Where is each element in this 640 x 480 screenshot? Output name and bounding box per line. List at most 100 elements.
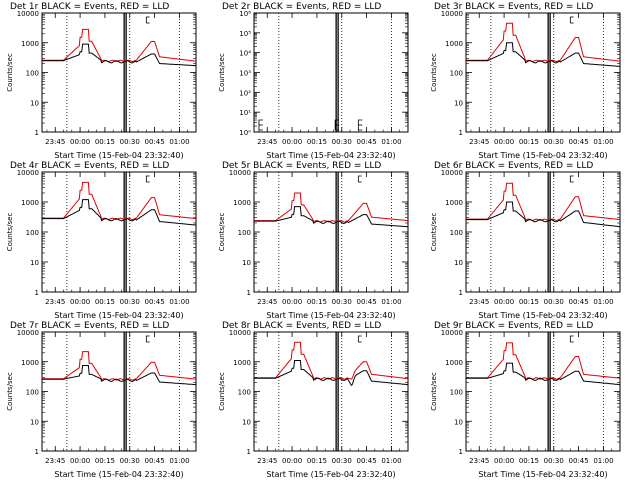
y-tick-label: 100 xyxy=(450,229,463,237)
y-tick-label: 100 xyxy=(238,229,251,237)
series-events-line xyxy=(466,42,620,67)
y-axis-label: Counts/sec xyxy=(6,372,14,411)
x-tick-label: 00:45 xyxy=(145,457,165,465)
y-tick-label: 10000 xyxy=(17,10,39,18)
x-tick-label: 01:00 xyxy=(381,298,401,306)
x-tick-label: 00:30 xyxy=(544,298,564,306)
y-tick-label: 10⁵ xyxy=(239,30,251,38)
chart-title: Det 7r BLACK = Events, RED = LLD xyxy=(10,321,169,331)
y-tick-label: 1 xyxy=(247,448,251,456)
y-tick-label: 10 xyxy=(242,418,251,426)
y-tick-label: 1000 xyxy=(233,199,251,207)
plot-frame xyxy=(465,12,621,133)
x-tick-label: 00:15 xyxy=(519,138,539,146)
y-tick-label: 10 xyxy=(30,99,39,107)
y-tick-label: 1 xyxy=(35,289,39,297)
x-axis-label: Start Time (15-Feb-04 23:32:40) xyxy=(54,311,183,320)
x-tick-label: 00:30 xyxy=(544,457,564,465)
y-tick-label: 10000 xyxy=(441,169,463,177)
x-tick-label: 00:30 xyxy=(120,138,140,146)
series-events-line xyxy=(42,365,196,386)
y-tick-label: 10000 xyxy=(229,329,251,337)
y-tick-label: 10000 xyxy=(441,329,463,337)
series-lld-line xyxy=(42,28,197,63)
series-lld-line xyxy=(466,182,621,221)
y-tick-label: 10³ xyxy=(239,70,251,78)
x-tick-label: 00:15 xyxy=(95,457,115,465)
x-tick-label: 00:45 xyxy=(357,457,377,465)
x-tick-label: 00:00 xyxy=(70,298,90,306)
y-axis-label: Counts/sec xyxy=(430,213,438,252)
y-tick-label: 1 xyxy=(459,129,463,137)
y-tick-label: 100 xyxy=(238,389,251,397)
y-tick-label: 1000 xyxy=(21,40,39,48)
x-tick-label: 00:45 xyxy=(145,138,165,146)
y-tick-label: 10 xyxy=(454,99,463,107)
x-axis-label: Start Time (15-Feb-04 23:32:40) xyxy=(266,311,395,320)
series-lld-line xyxy=(466,342,621,380)
x-axis-label: Start Time (15-Feb-04 23:32:40) xyxy=(54,151,183,160)
x-axis-label: Start Time (15-Feb-04 23:32:40) xyxy=(266,151,395,160)
series-lld-line xyxy=(254,341,409,380)
plot-frame xyxy=(41,12,197,133)
x-tick-label: 00:45 xyxy=(569,457,589,465)
x-tick-label: 00:30 xyxy=(332,138,352,146)
x-tick-label: 00:15 xyxy=(307,298,327,306)
x-tick-label: 23:45 xyxy=(45,457,65,465)
chart-panel-9: Det 9r BLACK = Events, RED = LLD Counts/s… xyxy=(430,321,621,479)
y-axis-label: Counts/sec xyxy=(6,53,14,92)
x-tick-label: 00:45 xyxy=(569,298,589,306)
y-tick-label: 1 xyxy=(35,129,39,137)
x-tick-label: 01:00 xyxy=(169,457,189,465)
y-tick-label: 10000 xyxy=(229,169,251,177)
x-tick-label: 23:45 xyxy=(257,298,277,306)
y-tick-label: 1 xyxy=(459,289,463,297)
chart-panel-8: Det 8r BLACK = Events, RED = LLD Counts/s… xyxy=(218,321,409,479)
x-tick-label: 00:30 xyxy=(120,457,140,465)
y-tick-label: 10000 xyxy=(441,10,463,18)
y-axis-label: Counts/sec xyxy=(218,213,226,252)
x-tick-label: 23:45 xyxy=(469,298,489,306)
x-tick-label: 00:15 xyxy=(519,457,539,465)
x-tick-label: 00:15 xyxy=(95,298,115,306)
x-tick-label: 01:00 xyxy=(593,138,613,146)
x-tick-label: 01:00 xyxy=(593,298,613,306)
x-tick-label: 00:15 xyxy=(519,298,539,306)
x-axis-label: Start Time (15-Feb-04 23:32:40) xyxy=(478,151,607,160)
x-tick-label: 00:00 xyxy=(282,138,302,146)
plot-frame xyxy=(253,12,409,133)
segment-marker xyxy=(569,16,574,23)
chart-title: Det 4r BLACK = Events, RED = LLD xyxy=(10,161,169,171)
series-events-line xyxy=(466,362,620,386)
y-tick-label: 100 xyxy=(26,389,39,397)
chart-title: Det 1r BLACK = Events, RED = LLD xyxy=(10,2,169,12)
series-events-line xyxy=(254,360,408,387)
series-lld-line xyxy=(42,181,197,221)
y-tick-label: 100 xyxy=(450,70,463,78)
chart-panel-5: Det 5r BLACK = Events, RED = LLD Counts/s… xyxy=(218,161,409,320)
y-axis-label: Counts/sec xyxy=(430,372,438,411)
segment-marker xyxy=(569,175,574,182)
chart-title: Det 6r BLACK = Events, RED = LLD xyxy=(434,161,593,171)
x-tick-label: 00:45 xyxy=(145,298,165,306)
x-tick-label: 01:00 xyxy=(169,138,189,146)
x-tick-label: 00:15 xyxy=(95,138,115,146)
x-tick-label: 00:00 xyxy=(494,138,514,146)
plot-frame xyxy=(41,171,197,293)
x-tick-label: 00:00 xyxy=(70,138,90,146)
chart-panel-7: Det 7r BLACK = Events, RED = LLD Counts/s… xyxy=(6,321,197,479)
y-tick-label: 1000 xyxy=(21,359,39,367)
segment-marker xyxy=(145,175,150,182)
x-tick-label: 00:00 xyxy=(282,298,302,306)
x-tick-label: 00:00 xyxy=(282,457,302,465)
y-tick-label: 100 xyxy=(450,389,463,397)
y-axis-label: Counts/sec xyxy=(218,53,226,92)
segment-marker xyxy=(357,335,362,342)
chart-panel-4: Det 4r BLACK = Events, RED = LLD Counts/s… xyxy=(6,161,197,320)
x-tick-label: 01:00 xyxy=(381,138,401,146)
y-tick-label: 10 xyxy=(454,418,463,426)
plot-frame xyxy=(253,331,409,452)
y-tick-label: 10 xyxy=(454,259,463,267)
y-tick-label: 1 xyxy=(459,448,463,456)
